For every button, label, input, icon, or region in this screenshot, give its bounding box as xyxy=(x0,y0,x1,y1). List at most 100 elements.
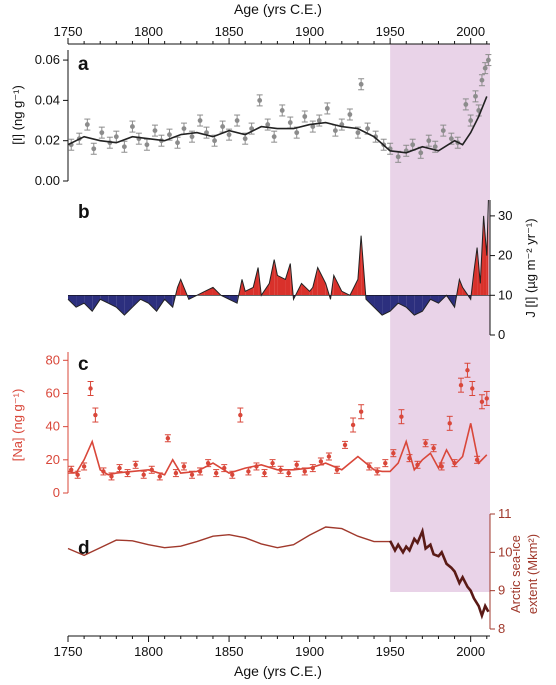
panel-b-below-area xyxy=(84,295,93,312)
panel-b-ylabel: J [I] (µg m⁻² yr⁻¹) xyxy=(523,218,538,317)
panel-c-y-tick-label: 20 xyxy=(46,452,60,467)
panel-c-data-point xyxy=(470,386,475,391)
panel-c-ylabel: [Na] (ng g⁻¹) xyxy=(10,389,25,462)
panel-a-data-point xyxy=(167,132,172,138)
panel-d-label: d xyxy=(78,538,90,559)
bottom-x-tick-label: 2000 xyxy=(456,644,485,659)
panel-a-data-point xyxy=(358,81,364,87)
panel-c-data-point xyxy=(246,469,251,474)
panel-a-data-point xyxy=(265,122,271,127)
panel-b-below-area xyxy=(92,295,101,312)
panel-a-y-tick-label: 0.02 xyxy=(35,133,60,148)
panel-c-y-tick-label: 60 xyxy=(46,385,60,400)
top-x-tick-label: 2000 xyxy=(456,24,485,39)
panel-c-data-point xyxy=(326,454,332,459)
panel-c-data-point xyxy=(230,472,235,477)
panel-c-data-point xyxy=(439,464,444,469)
panel-d-reconstruction-line xyxy=(67,526,391,557)
panel-c-data-point xyxy=(423,441,428,446)
panel-b-below-area xyxy=(422,295,431,312)
bottom-x-tick-label: 1900 xyxy=(295,644,324,659)
panel-c-data-point xyxy=(484,396,489,401)
panel-c-data-point xyxy=(81,464,87,469)
panel-a-data-point xyxy=(99,130,105,136)
shaded-period xyxy=(390,44,490,592)
panel-a-data-point xyxy=(355,130,361,136)
panel-a-data-point xyxy=(395,154,401,160)
panel-c-data-point xyxy=(181,464,187,469)
panel-b-above-area xyxy=(204,287,213,296)
panel-c-smooth-line xyxy=(67,423,488,476)
panel-c-data-point xyxy=(88,386,93,391)
panel-a-data-point xyxy=(468,118,474,123)
panel-c-data-point xyxy=(270,460,275,466)
panel-b-above-area xyxy=(483,215,487,296)
panel-a-data-point xyxy=(365,126,370,131)
panel-b-below-area xyxy=(156,295,165,312)
panel-c-data-point xyxy=(157,474,163,479)
panel-c-data-point xyxy=(109,474,114,479)
panel-c-data-point xyxy=(479,399,485,404)
panel-c-data-point xyxy=(318,459,324,464)
panel-c-label: c xyxy=(78,354,89,375)
panel-a-data-point xyxy=(332,128,338,134)
panel-c-data-point xyxy=(133,462,138,467)
panel-a-data-point xyxy=(316,118,322,123)
panel-a-data-point xyxy=(294,130,300,136)
panel-b-above-area xyxy=(473,247,478,296)
panel-b-y-tick-label: 20 xyxy=(498,248,512,263)
panel-d-observed-line xyxy=(388,526,490,620)
panel-a-data-point xyxy=(485,57,491,63)
top-x-tick-label: 1750 xyxy=(54,24,83,39)
panel-b-y-tick-label: 30 xyxy=(498,208,512,223)
panel-b-below-area xyxy=(164,295,173,308)
panel-b-above-area xyxy=(459,279,463,296)
panel-a-y-tick-label: 0.04 xyxy=(35,92,60,107)
panel-b-label: b xyxy=(78,202,90,223)
panel-a-data-point xyxy=(279,108,285,113)
panel-b-below-area xyxy=(124,295,133,316)
panel-b-above-area xyxy=(269,259,275,296)
panel-a-label: a xyxy=(78,54,89,75)
panel-a-data-point xyxy=(463,102,469,107)
panel-d-ylabel-line2: extent (Mkm²) xyxy=(525,534,540,614)
panel-b-below-area xyxy=(414,295,423,316)
panel-c-data-point xyxy=(447,421,452,426)
panel-a-data-point xyxy=(226,132,232,138)
panel-c-data-point xyxy=(213,470,219,476)
panel-b-below-area xyxy=(116,295,125,316)
panel-c-data-point xyxy=(141,472,146,477)
panel-c-y-tick-label: 0 xyxy=(53,485,60,500)
panel-a-data-point xyxy=(204,130,209,136)
panel-a-data-point xyxy=(175,140,180,146)
panel-c-data-point xyxy=(350,422,356,428)
panel-a-data-point xyxy=(448,136,454,142)
panel-b-below-area xyxy=(406,295,415,316)
panel-a-data-point xyxy=(84,122,90,127)
bottom-x-tick-label: 1950 xyxy=(376,644,405,659)
bottom-axis-label: Age (yrs C.E.) xyxy=(234,663,322,679)
panel-b-y-tick-label: 0 xyxy=(498,327,505,342)
panel-c-data-point xyxy=(391,450,396,456)
panel-a-data-point xyxy=(310,124,316,129)
panel-b-above-area xyxy=(177,279,181,296)
panel-c-data-point xyxy=(431,446,436,451)
top-x-tick-label: 1950 xyxy=(376,24,405,39)
panel-c-data-point xyxy=(189,472,195,477)
panel-b-above-area xyxy=(245,287,254,296)
panel-c-data-point xyxy=(69,467,74,472)
panel-a-data-point xyxy=(113,134,119,140)
panel-b-above-area xyxy=(285,263,291,296)
panel-d-ylabel-line1: Arctic sea-ice xyxy=(508,535,523,613)
panel-a-data-point xyxy=(440,128,446,134)
panel-b-above-area xyxy=(301,283,310,296)
panel-d-y-tick-label: 10 xyxy=(498,544,512,559)
top-x-tick-label: 1850 xyxy=(215,24,244,39)
panel-d-y-tick-label: 8 xyxy=(498,621,505,636)
panel-b-above-area xyxy=(309,287,313,296)
chart-layer: 1750 1750 1800 1800 1850 1850 1900 1900 1950 1950… xyxy=(10,24,540,659)
panel-a-data-point xyxy=(482,65,488,71)
panel-a-data-point xyxy=(181,126,187,131)
panel-b-below-area xyxy=(365,295,375,308)
panel-a-data-point xyxy=(212,138,217,144)
